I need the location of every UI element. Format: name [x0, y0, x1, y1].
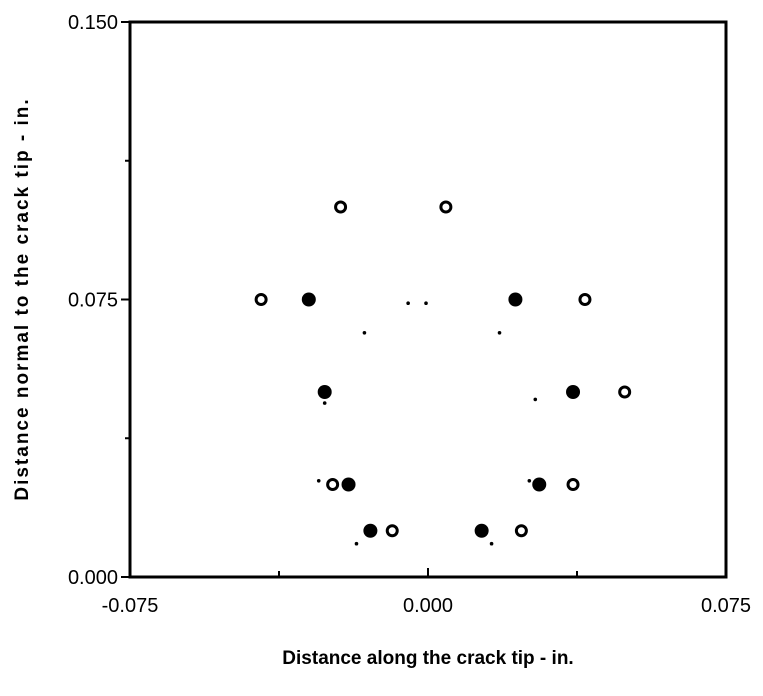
x-tick-label-1: 0.000 [403, 595, 453, 617]
dot-point-0 [406, 301, 410, 306]
filled-circle-point-7 [474, 523, 489, 538]
filled-circle-point-1 [508, 292, 523, 307]
open-circle-point-3 [578, 293, 592, 306]
plot-frame [128, 20, 728, 579]
dot-point-5 [322, 401, 327, 405]
x-tick-label-0: -0.075 [102, 595, 159, 617]
open-circle-point-4 [618, 385, 632, 399]
tick-labels: -0.075 0.000 0.075 0.000 0.075 0.150 [68, 12, 751, 617]
dot-point-9 [489, 541, 494, 546]
y-tick-label-1: 0.075 [68, 290, 118, 312]
open-circle-point-7 [385, 524, 399, 538]
filled-circle-point-0 [301, 292, 316, 307]
filled-circle-point-3 [566, 385, 581, 399]
filled-circle-point-4 [341, 477, 356, 492]
open-circle-point-0 [334, 200, 348, 214]
y-tick-label-2: 0.150 [68, 12, 118, 34]
filled-circle-point-2 [317, 385, 332, 399]
y-tick-label-0: 0.000 [68, 567, 118, 589]
open-circle-point-6 [566, 478, 580, 491]
dot-point-1 [424, 301, 428, 306]
x-tick-label-2: 0.075 [701, 595, 751, 617]
open-circle-point-8 [514, 524, 528, 538]
open-circle-point-2 [254, 293, 268, 306]
dot-point-6 [316, 479, 321, 483]
filled-circle-point-6 [363, 523, 378, 538]
dot-point-8 [354, 541, 359, 546]
data-points [254, 200, 632, 546]
open-circle-point-1 [439, 200, 453, 214]
filled-circle-point-5 [532, 477, 547, 492]
y-axis-label: Distance normal to the crack tip - in. [12, 97, 33, 500]
dot-point-4 [533, 397, 538, 402]
dot-point-3 [497, 331, 502, 335]
x-axis-label: Distance along the crack tip - in. [282, 648, 573, 669]
axis-ticks [121, 21, 727, 578]
dot-point-2 [362, 331, 367, 335]
open-circle-point-5 [326, 478, 340, 491]
dot-point-7 [527, 479, 532, 483]
